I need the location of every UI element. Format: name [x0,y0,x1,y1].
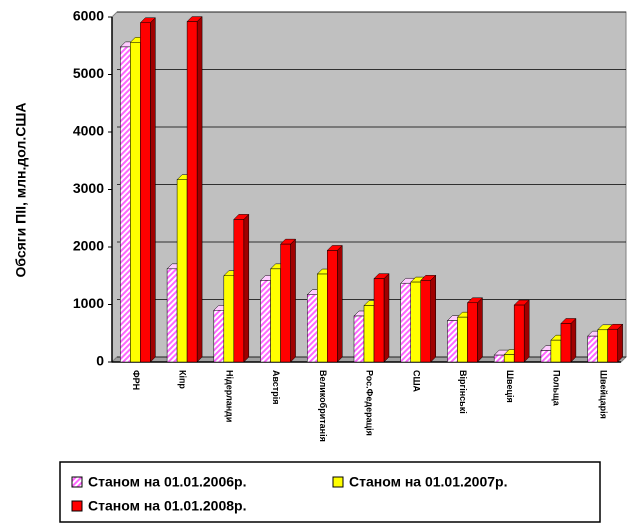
bar-side [196,15,203,363]
bar-side [150,17,156,363]
bar [317,273,328,363]
bar [270,268,281,363]
bar [280,243,291,363]
bar [186,21,198,363]
bar [550,339,562,363]
bar [373,278,385,363]
bar-side [523,299,530,363]
bar [493,354,505,363]
bar [307,294,318,363]
legend-swatch [332,476,344,488]
legend [59,461,601,523]
bar-side [383,273,390,363]
legend-swatch [71,476,83,488]
bar [400,282,411,363]
y-axis-label: Обсяги ПІІ, млн.дол.США [13,102,29,277]
bar [540,350,552,363]
bar [597,329,608,363]
legend-label: Станом на 01.01.2008р. [88,498,246,514]
bar-side [570,317,577,363]
bar [457,316,468,363]
x-tick-label: Польща [552,370,562,407]
bar [176,179,188,363]
y-tick-label: 6000 [73,8,104,24]
bar-side [290,238,296,363]
bar [213,310,225,363]
y-tick-label: 3000 [73,180,104,196]
x-tick-label: США [411,370,421,393]
bar [327,250,338,363]
x-tick-label: Великобританія [318,370,328,442]
bar [120,46,131,363]
y-tick-label: 4000 [73,123,104,139]
x-tick-label: Рос.Федерація [365,370,375,436]
x-tick-label: Швеція [505,370,515,403]
bar-side [243,213,250,363]
x-tick-label: Австрія [271,370,281,404]
legend-label: Станом на 01.01.2006р. [88,474,246,490]
bar [140,22,151,363]
x-tick-label: Швейцарія [598,370,608,419]
bar-side [430,274,436,363]
bar [420,280,431,363]
legend-label: Станом на 01.01.2007р. [349,474,507,490]
bar [410,281,421,363]
bar [607,328,618,363]
bar [467,302,478,363]
bar [166,268,178,363]
bar [503,354,515,363]
bar [363,305,375,363]
x-tick-label: ФРН [131,370,141,390]
bar [233,219,245,363]
bar [513,304,525,363]
y-tick-label: 0 [96,353,104,369]
y-tick-label: 1000 [73,295,104,311]
bar-side [477,297,483,363]
y-tick-label: 2000 [73,238,104,254]
x-tick-label: Віргінські [458,370,468,414]
bar [560,323,572,363]
bar-side [337,244,343,363]
legend-swatch [71,500,83,512]
bar-side [617,323,623,363]
bar [223,275,235,363]
bar [130,42,141,363]
x-tick-label: Кіпр [178,370,188,389]
y-tick-label: 5000 [73,65,104,81]
bar [353,315,365,363]
x-tick-label: Нідерланди [224,370,234,422]
bar [587,335,598,363]
bar [260,280,271,363]
bar [447,320,458,363]
